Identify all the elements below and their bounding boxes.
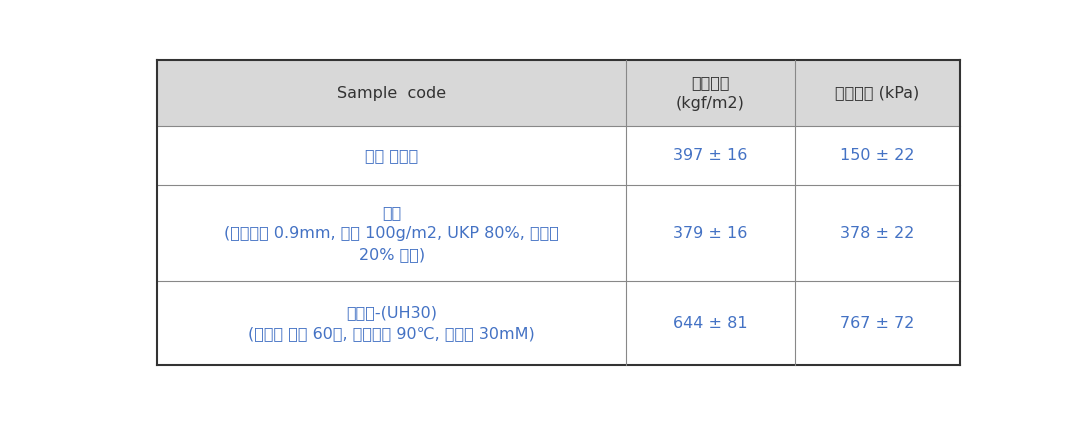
Bar xyxy=(795,60,960,126)
Bar xyxy=(795,281,960,365)
Bar xyxy=(157,185,626,281)
Bar xyxy=(157,60,626,126)
Text: 인장강도
(kgf/m2): 인장강도 (kgf/m2) xyxy=(676,75,744,111)
Bar xyxy=(626,281,795,365)
Text: 한지
(평균두께 0.9mm, 평량 100g/m2, UKP 80%, 닥섬유
20% 조성): 한지 (평균두께 0.9mm, 평량 100g/m2, UKP 80%, 닥섬유… xyxy=(225,205,559,262)
Bar xyxy=(626,60,795,126)
Text: 379 ± 16: 379 ± 16 xyxy=(674,226,748,241)
Text: 150 ± 22: 150 ± 22 xyxy=(840,148,915,163)
Text: 397 ± 16: 397 ± 16 xyxy=(674,148,748,163)
Bar xyxy=(795,185,960,281)
Text: 767 ± 72: 767 ± 72 xyxy=(840,316,915,330)
Bar xyxy=(626,185,795,281)
Text: 코팅지-(UH30)
(초음파 처리 60분, 반응온도 90℃, 질산은 30mM): 코팅지-(UH30) (초음파 처리 60분, 반응온도 90℃, 질산은 30… xyxy=(249,305,535,341)
Bar xyxy=(157,281,626,365)
Bar xyxy=(157,126,626,185)
Text: 개발 목표치: 개발 목표치 xyxy=(365,148,419,163)
Bar xyxy=(626,126,795,185)
Text: Sample  code: Sample code xyxy=(337,85,446,101)
Text: 644 ± 81: 644 ± 81 xyxy=(673,316,748,330)
Text: 378 ± 22: 378 ± 22 xyxy=(840,226,915,241)
Bar xyxy=(795,126,960,185)
Text: 파열강도 (kPa): 파열강도 (kPa) xyxy=(835,85,919,101)
